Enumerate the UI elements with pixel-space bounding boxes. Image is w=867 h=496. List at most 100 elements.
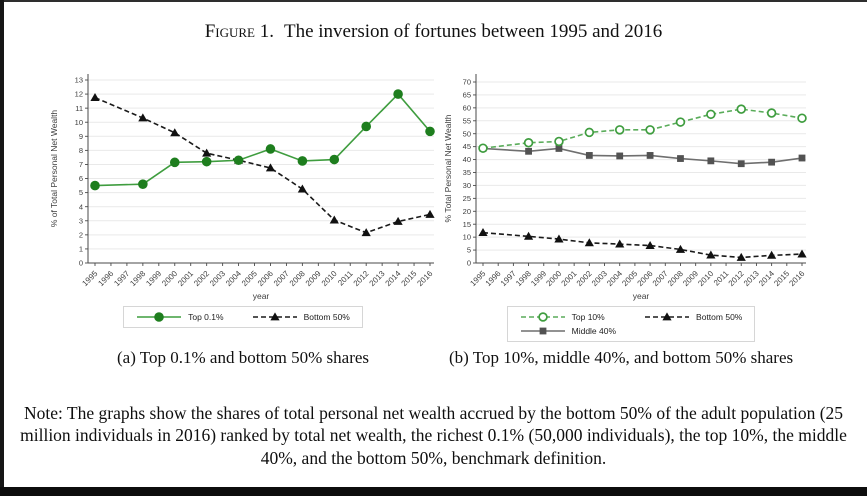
svg-text:30: 30 xyxy=(463,181,471,190)
y-axis-label: % of Total Personal Net Wealth xyxy=(49,110,59,228)
svg-text:15: 15 xyxy=(463,220,471,229)
legend-item-bottom-50-: Bottom 50% xyxy=(644,311,742,323)
svg-text:60: 60 xyxy=(463,103,471,112)
chart-b-legend-box: Top 10% Middle 40% Bottom 50% xyxy=(506,306,756,342)
chart-a-legend: Top 0.1% Bottom 50% xyxy=(46,306,440,328)
svg-text:2009: 2009 xyxy=(304,269,323,288)
svg-text:2015: 2015 xyxy=(772,269,791,288)
svg-text:2011: 2011 xyxy=(336,269,355,288)
svg-text:35: 35 xyxy=(463,168,471,177)
svg-text:8: 8 xyxy=(79,146,83,155)
svg-text:2013: 2013 xyxy=(742,269,761,288)
legend-item-top-0-1-: Top 0.1% xyxy=(136,311,224,323)
legend-label: Top 0.1% xyxy=(188,312,224,322)
svg-text:70: 70 xyxy=(463,78,471,87)
chart-a-plot: 0123456789101112131995199619971998199920… xyxy=(49,74,435,301)
x-axis-label: year xyxy=(253,291,270,301)
svg-text:2016: 2016 xyxy=(787,269,806,288)
caption-panel-b: (b) Top 10%, middle 40%, and bottom 50% … xyxy=(449,348,794,367)
figure-title-number: Figure 1. xyxy=(204,21,274,42)
svg-text:6: 6 xyxy=(79,174,83,183)
svg-text:2007: 2007 xyxy=(651,269,670,288)
page-border-bottom xyxy=(0,487,867,496)
legend-swatch xyxy=(645,312,690,321)
legend-label: Bottom 50% xyxy=(303,312,350,322)
svg-text:2: 2 xyxy=(79,230,83,239)
x-axis-label: year xyxy=(633,291,650,301)
legend-label: Bottom 50% xyxy=(696,312,743,322)
svg-text:45: 45 xyxy=(463,142,471,151)
svg-text:12: 12 xyxy=(75,90,83,99)
axes xyxy=(475,74,806,264)
svg-text:1: 1 xyxy=(79,245,83,254)
svg-text:2000: 2000 xyxy=(544,269,563,288)
figure-title-text: The inversion of fortunes between 1995 a… xyxy=(283,21,663,42)
svg-text:20: 20 xyxy=(463,207,471,216)
svg-text:2014: 2014 xyxy=(384,269,403,288)
chart-b-legend: Top 10% Middle 40% Bottom 50% xyxy=(440,306,822,342)
svg-text:1995: 1995 xyxy=(80,269,99,288)
svg-text:2012: 2012 xyxy=(727,269,746,288)
svg-text:4: 4 xyxy=(79,202,83,211)
svg-text:3: 3 xyxy=(79,216,83,225)
svg-text:2011: 2011 xyxy=(712,269,731,288)
svg-text:2004: 2004 xyxy=(605,269,624,288)
svg-text:2000: 2000 xyxy=(160,269,179,288)
svg-text:50: 50 xyxy=(463,129,471,138)
svg-text:2016: 2016 xyxy=(415,269,434,288)
svg-text:1996: 1996 xyxy=(484,269,503,288)
svg-text:2015: 2015 xyxy=(400,269,419,288)
legend-swatch xyxy=(520,327,565,335)
svg-text:25: 25 xyxy=(463,194,471,203)
svg-text:13: 13 xyxy=(75,76,83,85)
x-axis-ticks: 1995199619971998199920002001200220032004… xyxy=(468,263,807,288)
legend-swatch xyxy=(252,312,297,321)
svg-text:2006: 2006 xyxy=(636,269,655,288)
svg-text:1998: 1998 xyxy=(514,269,533,288)
svg-text:1998: 1998 xyxy=(128,269,147,288)
page-border-top xyxy=(0,0,867,2)
page-border-left xyxy=(0,0,4,496)
y-axis-ticks: 0 5 10 15 20 25 30 35 40 45 50 55 60 65 70 xyxy=(463,78,476,268)
chart-b-plot: 0 5 10 15 20 25 30 35 40 45 50 55 60 65 70 199519961997… xyxy=(443,74,807,301)
svg-text:2007: 2007 xyxy=(272,269,291,288)
svg-text:2010: 2010 xyxy=(696,269,715,288)
chart-top01-bottom50: 0 1 2 3 4 5 6 7 8 9 10 11 12 13 1995 1996 1997 1998 1999 20… xyxy=(46,60,440,328)
series-top-10- xyxy=(478,104,807,153)
svg-text:2013: 2013 xyxy=(368,269,387,288)
svg-text:0: 0 xyxy=(79,259,83,268)
svg-text:2014: 2014 xyxy=(757,269,776,288)
legend-swatch xyxy=(137,312,182,322)
figure-note: Note: The graphs show the shares of tota… xyxy=(20,403,847,468)
svg-text:65: 65 xyxy=(463,91,471,100)
series-bottom-50- xyxy=(478,228,807,261)
y-axis-label: % Total Personal Net Wealth xyxy=(443,114,453,222)
legend-label: Middle 40% xyxy=(571,326,617,336)
svg-text:1995: 1995 xyxy=(468,269,487,288)
svg-text:2008: 2008 xyxy=(666,269,685,288)
legend-item-top-10-: Top 10% xyxy=(520,311,616,323)
svg-text:10: 10 xyxy=(75,118,83,127)
svg-text:2002: 2002 xyxy=(575,269,594,288)
axes xyxy=(87,74,434,264)
svg-text:2003: 2003 xyxy=(208,269,227,288)
legend-item-middle-40-: Middle 40% xyxy=(520,325,616,337)
svg-text:2005: 2005 xyxy=(240,269,259,288)
svg-text:1999: 1999 xyxy=(529,269,548,288)
svg-text:2005: 2005 xyxy=(620,269,639,288)
legend-label: Top 10% xyxy=(571,312,605,322)
svg-text:2004: 2004 xyxy=(224,269,243,288)
svg-text:7: 7 xyxy=(79,160,83,169)
legend-swatch xyxy=(520,312,565,322)
svg-text:2008: 2008 xyxy=(288,269,307,288)
svg-text:2003: 2003 xyxy=(590,269,609,288)
svg-text:55: 55 xyxy=(463,116,471,125)
legend-item-bottom-50-: Bottom 50% xyxy=(252,311,350,323)
svg-text:2010: 2010 xyxy=(320,269,339,288)
svg-text:2012: 2012 xyxy=(352,269,371,288)
svg-text:2001: 2001 xyxy=(560,269,579,288)
figure-title: Figure 1. The inversion of fortunes betwe… xyxy=(0,21,867,43)
svg-text:11: 11 xyxy=(75,104,83,113)
